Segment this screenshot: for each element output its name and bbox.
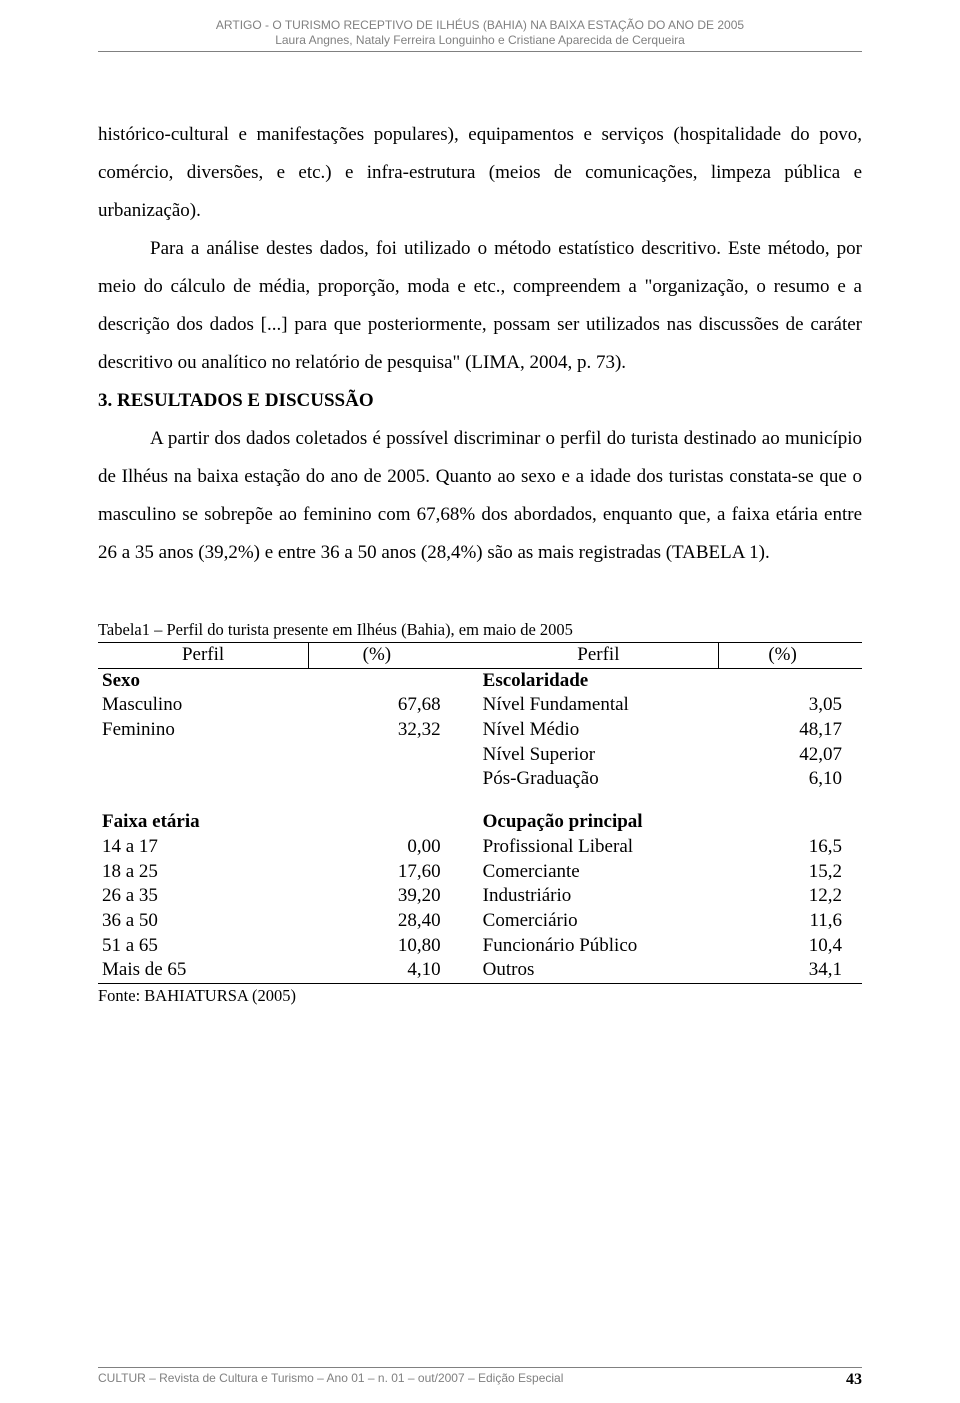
group-heading-row: Faixa etária Ocupação principal — [98, 810, 862, 835]
group-heading-row: Sexo Escolaridade — [98, 668, 862, 693]
table-row: Masculino 67,68 Nível Fundamental 3,05 — [98, 693, 862, 718]
paragraph-2: Para a análise destes dados, foi utiliza… — [98, 230, 862, 382]
table-row: Mais de 65 4,10 Outros 34,1 — [98, 958, 862, 983]
header-line-2: Laura Angnes, Nataly Ferreira Longuinho … — [98, 33, 862, 48]
page-footer: CULTUR – Revista de Cultura e Turismo – … — [0, 1367, 960, 1389]
header-rule — [98, 51, 862, 52]
group-title: Ocupação principal — [471, 810, 719, 835]
section-title: 3. RESULTADOS E DISCUSSÃO — [98, 382, 862, 420]
table-row: 36 a 50 28,40 Comerciário 11,6 — [98, 909, 862, 934]
group-title: Sexo — [98, 668, 309, 693]
table-row: Nível Superior 42,07 — [98, 743, 862, 768]
paragraph-3: A partir dos dados coletados é possível … — [98, 420, 862, 572]
table-row: 14 a 17 0,00 Profissional Liberal 16,5 — [98, 835, 862, 860]
table-row: Feminino 32,32 Nível Médio 48,17 — [98, 718, 862, 743]
table-row: 18 a 25 17,60 Comerciante 15,2 — [98, 860, 862, 885]
footer-rule — [98, 1367, 862, 1368]
header-line-1: ARTIGO - O TURISMO RECEPTIVO DE ILHÉUS (… — [98, 18, 862, 33]
col-header: (%) — [309, 643, 471, 669]
col-header: Perfil — [98, 643, 309, 669]
body-text: histórico-cultural e manifestações popul… — [98, 116, 862, 572]
col-header: (%) — [719, 643, 862, 669]
table-row: 26 a 35 39,20 Industriário 12,2 — [98, 884, 862, 909]
table-header-row: Perfil (%) Perfil (%) — [98, 643, 862, 669]
group-title: Faixa etária — [98, 810, 309, 835]
page-header: ARTIGO - O TURISMO RECEPTIVO DE ILHÉUS (… — [98, 18, 862, 52]
group-title: Escolaridade — [471, 668, 719, 693]
table-caption: Tabela1 – Perfil do turista presente em … — [98, 620, 862, 640]
page-number: 43 — [846, 1371, 862, 1389]
table-row: Pós-Graduação 6,10 — [98, 767, 862, 792]
table-spacer — [98, 792, 862, 810]
paragraph-1: histórico-cultural e manifestações popul… — [98, 116, 862, 230]
profile-table: Perfil (%) Perfil (%) Sexo Escolaridade … — [98, 642, 862, 984]
table-source: Fonte: BAHIATURSA (2005) — [98, 986, 862, 1006]
table-row: 51 a 65 10,80 Funcionário Público 10,4 — [98, 934, 862, 959]
footer-text: CULTUR – Revista de Cultura e Turismo – … — [98, 1371, 563, 1389]
col-header: Perfil — [471, 643, 719, 669]
